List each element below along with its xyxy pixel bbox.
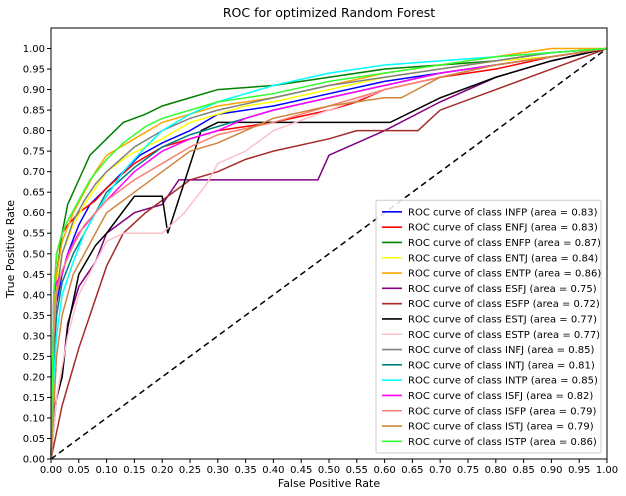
- roc-curve-8: [50, 47, 608, 460]
- legend-entry: ROC curve of class ISTJ (area = 0.79): [408, 422, 594, 433]
- legend-entry: ROC curve of class ISFJ (area = 0.82): [408, 391, 593, 402]
- y-tick-label: 0.55: [23, 229, 45, 240]
- y-tick-label: 0.50: [23, 249, 45, 260]
- x-tick-label: 0.65: [401, 465, 423, 476]
- legend-entry: ROC curve of class INFP (area = 0.83): [408, 207, 598, 218]
- x-tick-label: 0.85: [512, 465, 534, 476]
- x-tick-label: 0.20: [151, 465, 173, 476]
- x-tick-label: 0.25: [179, 465, 201, 476]
- legend-entry: ROC curve of class INTP (area = 0.85): [408, 376, 598, 387]
- x-tick-label: 0.95: [568, 465, 590, 476]
- y-tick-label: 0.75: [23, 147, 45, 158]
- diagonal-reference-line: [50, 47, 608, 460]
- x-tick-label: 0.15: [123, 465, 145, 476]
- legend-entry: ROC curve of class ISFP (area = 0.79): [408, 406, 596, 417]
- y-tick-label: 1.00: [23, 44, 45, 55]
- x-tick-label: 0.50: [318, 465, 340, 476]
- roc-curve-7: [50, 47, 608, 460]
- legend-entry: ROC curve of class ENFP (area = 0.87): [408, 238, 601, 249]
- y-tick-label: 0.80: [23, 126, 45, 137]
- x-tick-label: 0.80: [485, 465, 507, 476]
- x-tick-label: 0.70: [429, 465, 451, 476]
- y-tick-label: 0.10: [23, 413, 45, 424]
- y-tick-label: 0.65: [23, 188, 45, 199]
- x-tick-label: 0.00: [40, 465, 62, 476]
- roc-curve-15: [50, 47, 608, 460]
- legend-entry: ROC curve of class INTJ (area = 0.81): [408, 360, 595, 371]
- y-tick-label: 0.35: [23, 311, 45, 322]
- legend-entry: ROC curve of class ESFJ (area = 0.75): [408, 284, 597, 295]
- x-tick-label: 0.55: [346, 465, 368, 476]
- x-tick-label: 0.60: [373, 465, 395, 476]
- y-tick-label: 0.00: [23, 455, 45, 466]
- y-tick-label: 0.45: [23, 270, 45, 281]
- x-tick-label: 0.30: [207, 465, 229, 476]
- legend-entry: ROC curve of class INFJ (area = 0.85): [408, 345, 595, 356]
- chart-title: ROC for optimized Random Forest: [223, 5, 435, 20]
- y-tick-label: 0.85: [23, 106, 45, 117]
- x-axis-label: False Positive Rate: [278, 477, 380, 490]
- legend-entry: ROC curve of class ESTJ (area = 0.77): [408, 314, 597, 325]
- y-tick-label: 0.40: [23, 290, 45, 301]
- y-axis-label: True Positive Rate: [4, 200, 17, 299]
- y-tick-label: 0.25: [23, 352, 45, 363]
- y-tick-label: 0.30: [23, 331, 45, 342]
- y-tick-label: 0.05: [23, 434, 45, 445]
- legend-entry: ROC curve of class ENFJ (area = 0.83): [408, 223, 598, 234]
- x-tick-label: 0.10: [95, 465, 117, 476]
- roc-curve-13: [50, 47, 608, 460]
- x-tick-label: 0.05: [68, 465, 90, 476]
- y-tick-label: 0.70: [23, 167, 45, 178]
- x-tick-label: 0.45: [290, 465, 312, 476]
- legend-entry: ROC curve of class ESTP (area = 0.77): [408, 330, 600, 341]
- x-tick-label: 1.00: [596, 465, 618, 476]
- y-axis-ticks: 0.00 0.05 0.10 0.15 0.20 0.25 0.30 0.35 0.40 0.45…: [23, 44, 51, 466]
- legend-entry: ROC curve of class ISTP (area = 0.86): [408, 437, 597, 448]
- roc-curves: [50, 47, 608, 460]
- x-tick-label: 0.35: [234, 465, 256, 476]
- x-tick-label: 0.75: [457, 465, 479, 476]
- roc-curve-12: [50, 47, 608, 460]
- roc-curve-16: [50, 47, 608, 460]
- legend: ROC curve of class INFP (area = 0.83) ROC…: [375, 199, 602, 454]
- y-tick-label: 0.20: [23, 372, 45, 383]
- x-tick-label: 0.40: [262, 465, 284, 476]
- legend-entry: ROC curve of class ENTP (area = 0.86): [408, 269, 601, 280]
- x-tick-label: 0.90: [540, 465, 562, 476]
- y-tick-label: 0.60: [23, 208, 45, 219]
- y-tick-label: 0.15: [23, 393, 45, 404]
- y-tick-label: 0.95: [23, 65, 45, 76]
- y-tick-label: 0.90: [23, 85, 45, 96]
- legend-box: [375, 199, 602, 454]
- x-axis-ticks: 0.00 0.05 0.10 0.15 0.20 0.25 0.30 0.35 0.40 0.45…: [40, 459, 618, 476]
- legend-entry: ROC curve of class ESFP (area = 0.72): [408, 299, 600, 310]
- legend-entry: ROC curve of class ENTJ (area = 0.84): [408, 253, 598, 264]
